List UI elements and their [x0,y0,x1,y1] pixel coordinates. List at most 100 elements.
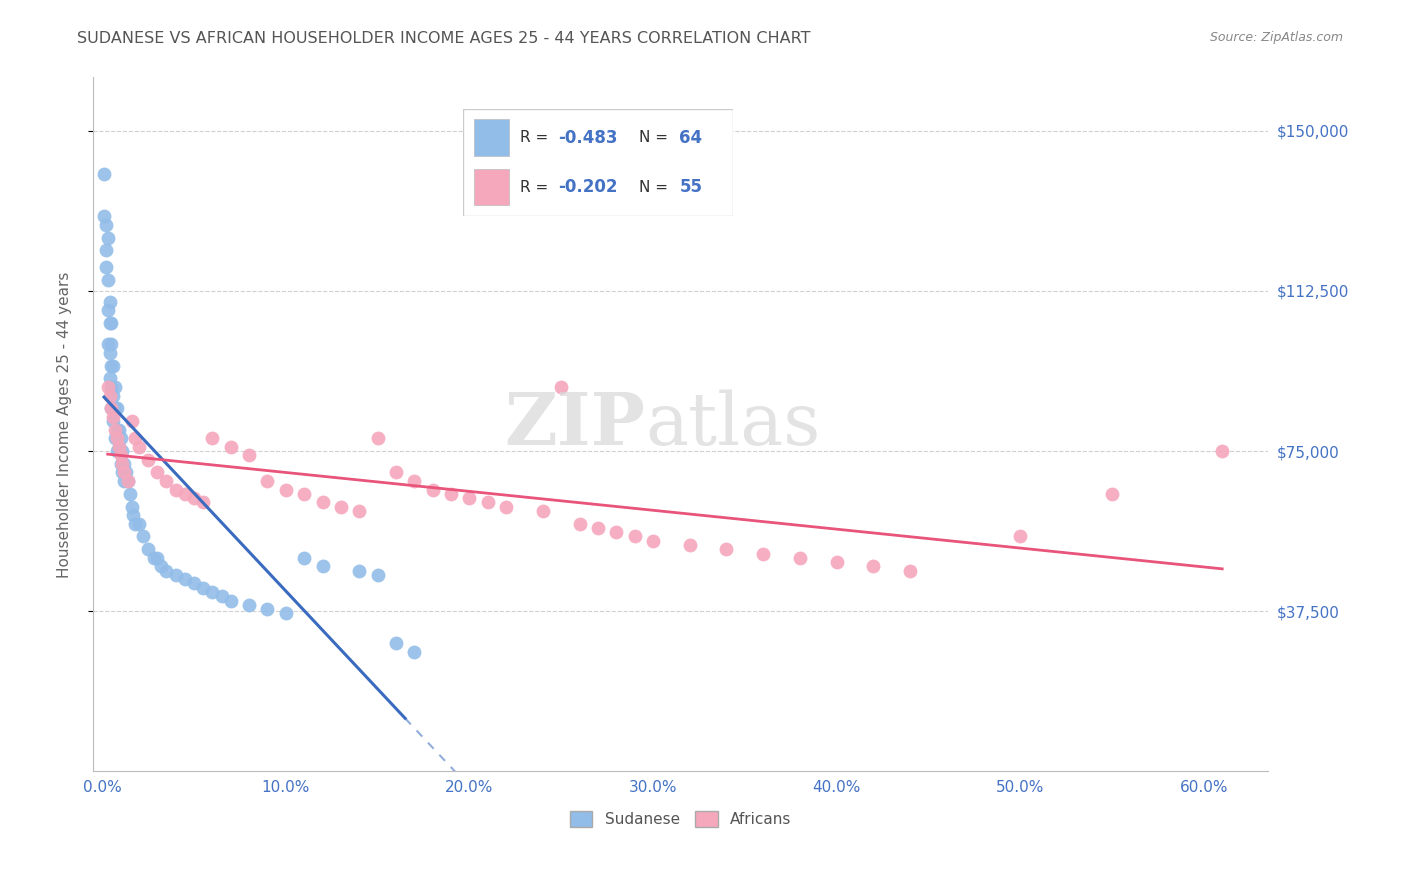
Point [117,474,139,488]
Point [155,564,177,578]
Point [477,495,499,509]
Point [107,440,129,454]
Point [256,602,278,616]
Point [94,244,117,258]
Point [98,294,121,309]
Point [495,500,517,514]
Text: Source: ZipAtlas.com: Source: ZipAtlas.com [1209,31,1343,45]
Point [825,555,848,569]
Point [98,346,121,360]
Point [105,444,128,458]
Point [679,538,702,552]
Point [122,508,145,523]
Point [124,516,146,531]
Point [100,401,122,416]
Point [111,444,134,458]
Point [104,380,127,394]
Point [105,423,128,437]
Point [422,483,444,497]
Point [103,359,125,373]
Point [97,273,120,287]
Point [146,550,169,565]
Point [329,500,352,514]
Point [898,564,921,578]
Point [349,504,371,518]
Point [752,547,775,561]
Point [103,388,125,402]
Point [238,598,260,612]
Point [142,550,165,565]
Point [94,260,117,275]
Point [367,431,389,445]
Point [274,607,297,621]
Point [155,474,177,488]
Point [716,542,738,557]
Point [112,474,135,488]
Point [105,401,128,416]
Point [97,230,120,244]
Point [531,504,554,518]
Point [94,218,117,232]
Point [149,559,172,574]
Point [112,457,135,471]
Point [146,466,169,480]
Point [586,521,609,535]
Point [131,529,153,543]
Point [111,466,134,480]
Point [623,529,645,543]
Point [219,440,242,454]
Point [98,316,121,330]
Text: atlas: atlas [645,389,821,459]
Point [238,448,260,462]
Point [100,380,122,394]
Point [1010,529,1032,543]
Point [104,401,127,416]
Point [1101,487,1123,501]
Point [128,440,150,454]
Point [136,542,159,557]
Text: ZIP: ZIP [505,389,645,460]
Point [104,423,127,437]
Point [349,564,371,578]
Point [458,491,481,505]
Point [104,431,127,445]
Point [201,431,224,445]
Point [124,431,146,445]
Point [193,495,215,509]
Point [128,516,150,531]
Y-axis label: Householder Income Ages 25 - 44 years: Householder Income Ages 25 - 44 years [58,271,72,578]
Point [165,568,187,582]
Point [173,572,195,586]
Point [118,487,141,501]
Point [605,525,627,540]
Point [111,457,134,471]
Point [311,495,333,509]
Point [93,167,115,181]
Point [112,466,135,480]
Point [110,448,132,462]
Point [97,337,120,351]
Point [110,431,132,445]
Point [367,568,389,582]
Point [1211,444,1233,458]
Point [193,581,215,595]
Point [219,593,242,607]
Point [789,550,811,565]
Point [440,487,463,501]
Point [136,452,159,467]
Point [404,474,426,488]
Point [256,474,278,488]
Point [121,414,143,428]
Point [201,585,224,599]
Point [100,359,122,373]
Point [211,589,233,603]
Point [97,380,120,394]
Point [110,457,132,471]
Point [550,380,572,394]
Point [274,483,297,497]
Point [862,559,884,574]
Point [173,487,195,501]
Text: SUDANESE VS AFRICAN HOUSEHOLDER INCOME AGES 25 - 44 YEARS CORRELATION CHART: SUDANESE VS AFRICAN HOUSEHOLDER INCOME A… [77,31,811,46]
Point [103,409,125,424]
Point [385,636,408,650]
